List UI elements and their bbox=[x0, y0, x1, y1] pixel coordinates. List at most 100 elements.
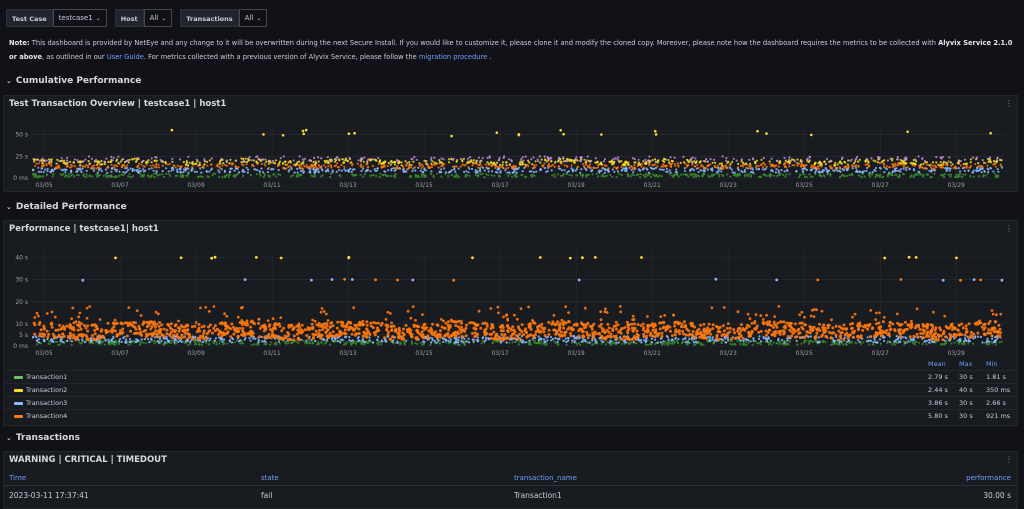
transactions-select[interactable]: All ⌄ bbox=[238, 9, 268, 27]
data-point-transaction1 bbox=[765, 174, 768, 177]
data-point-transaction4 bbox=[287, 166, 290, 169]
migration-procedure-link[interactable]: migration procedure bbox=[418, 53, 488, 61]
data-point-transaction3 bbox=[801, 336, 804, 339]
data-point-transaction3 bbox=[692, 341, 696, 344]
data-point-transaction1 bbox=[929, 176, 932, 179]
data-point-transaction4 bbox=[264, 164, 267, 167]
panel-menu-icon[interactable]: ⋮ bbox=[1005, 224, 1013, 233]
data-point-transaction3 bbox=[867, 339, 871, 342]
data-point-transaction3 bbox=[366, 168, 370, 172]
data-point-transaction3 bbox=[315, 170, 318, 173]
data-point-transaction3 bbox=[472, 338, 475, 341]
data-point-transaction2 bbox=[328, 158, 331, 161]
data-point-transaction3 bbox=[456, 341, 459, 344]
data-point-transaction2 bbox=[62, 159, 66, 162]
data-point-transaction4 bbox=[961, 326, 965, 330]
x-tick-label: 03/17 bbox=[491, 350, 508, 357]
data-point-transaction1 bbox=[887, 340, 890, 343]
data-point-transaction3 bbox=[919, 335, 922, 338]
data-point-transaction2 bbox=[69, 160, 72, 163]
data-point-transaction3 bbox=[625, 168, 628, 171]
data-point-transaction2 bbox=[566, 158, 570, 161]
data-point-transaction4 bbox=[215, 327, 219, 331]
data-point-transaction3 bbox=[602, 340, 605, 344]
data-point-transaction3 bbox=[958, 170, 962, 173]
data-point-transaction4 bbox=[845, 165, 848, 169]
y-tick-label: 10 s bbox=[15, 321, 28, 328]
data-point-transaction3 bbox=[447, 339, 450, 342]
user-guide-link[interactable]: User Guide bbox=[106, 53, 144, 61]
data-point-transaction3 bbox=[376, 338, 379, 341]
data-point-transaction1 bbox=[915, 173, 918, 176]
data-point-transaction3 bbox=[158, 337, 162, 340]
data-point-transaction1 bbox=[772, 341, 775, 344]
data-point-transaction4 bbox=[351, 163, 354, 166]
data-point-transaction4 bbox=[543, 162, 546, 165]
data-point-transaction3 bbox=[260, 167, 263, 170]
data-point-transaction4 bbox=[459, 330, 463, 334]
data-point-transaction4 bbox=[607, 326, 611, 330]
data-point-transaction2 bbox=[745, 162, 748, 165]
data-point-transaction4 bbox=[547, 165, 550, 168]
data-point-transaction3 bbox=[154, 336, 157, 339]
data-point-transaction1 bbox=[687, 339, 690, 342]
data-point-transaction4 bbox=[41, 164, 44, 167]
data-point-total bbox=[84, 158, 87, 161]
row-detailed-performance[interactable]: ⌄ Detailed Performance bbox=[6, 202, 127, 212]
panel-menu-icon[interactable]: ⋮ bbox=[1005, 99, 1013, 108]
data-point-transaction1 bbox=[960, 342, 963, 345]
data-point-transaction3 bbox=[625, 341, 628, 344]
data-point-transaction4 bbox=[664, 328, 668, 332]
data-point-transaction3 bbox=[272, 168, 275, 171]
data-point-total bbox=[342, 158, 345, 161]
host-select[interactable]: All ⌄ bbox=[143, 9, 173, 27]
data-point-transaction3 bbox=[567, 339, 570, 342]
data-point-transaction4 bbox=[65, 324, 69, 328]
test-case-select[interactable]: testcase1 ⌄ bbox=[52, 9, 107, 27]
data-point-transaction3 bbox=[257, 339, 260, 342]
row-title-cumulative: Cumulative Performance bbox=[15, 76, 142, 86]
data-point-transaction2 bbox=[518, 162, 521, 165]
data-point-transaction2 bbox=[387, 162, 390, 165]
data-point-total bbox=[633, 157, 636, 161]
data-point-transaction2 bbox=[346, 160, 350, 163]
data-point-transaction3 bbox=[549, 335, 553, 339]
data-point-transaction1 bbox=[676, 173, 679, 176]
data-point-transaction4 bbox=[791, 164, 794, 167]
data-point-total bbox=[415, 158, 418, 161]
data-point-transaction4 bbox=[999, 163, 1002, 166]
data-point-transaction4 bbox=[673, 162, 676, 166]
data-point-transaction1 bbox=[194, 341, 197, 344]
data-point-transaction4 bbox=[676, 330, 680, 334]
data-point-total bbox=[424, 160, 428, 163]
data-point-transaction4 bbox=[93, 164, 96, 167]
data-point-total bbox=[58, 159, 61, 163]
data-point-transaction3 bbox=[958, 340, 962, 343]
data-point-total bbox=[886, 159, 890, 162]
data-point-transaction4 bbox=[697, 166, 700, 170]
data-point-transaction2 bbox=[922, 162, 925, 166]
data-point-transaction1 bbox=[344, 343, 347, 346]
data-point-transaction3 bbox=[231, 337, 234, 341]
data-point-transaction4 bbox=[153, 325, 157, 329]
data-point-transaction1 bbox=[713, 173, 716, 176]
data-point-transaction3 bbox=[46, 167, 49, 170]
data-point-transaction3 bbox=[476, 336, 480, 339]
data-point-transaction4 bbox=[503, 333, 507, 336]
data-point-total bbox=[242, 159, 245, 162]
data-point-transaction4 bbox=[852, 335, 855, 339]
data-point-transaction4 bbox=[673, 333, 677, 337]
data-point-transaction4 bbox=[656, 165, 659, 168]
data-point-transaction1 bbox=[351, 341, 355, 344]
data-point-transaction1 bbox=[736, 340, 739, 343]
data-point-transaction4 bbox=[71, 165, 74, 168]
data-point-transaction4 bbox=[676, 162, 679, 165]
data-point-transaction2 bbox=[741, 161, 745, 164]
data-point-transaction1 bbox=[652, 173, 655, 176]
data-point-transaction3 bbox=[449, 170, 452, 173]
row-cumulative-performance[interactable]: ⌄ Cumulative Performance bbox=[6, 76, 141, 86]
data-point-transaction3 bbox=[717, 166, 720, 170]
data-point-transaction1 bbox=[804, 176, 807, 179]
data-point-transaction3 bbox=[208, 170, 211, 173]
data-point-transaction1 bbox=[150, 175, 153, 178]
